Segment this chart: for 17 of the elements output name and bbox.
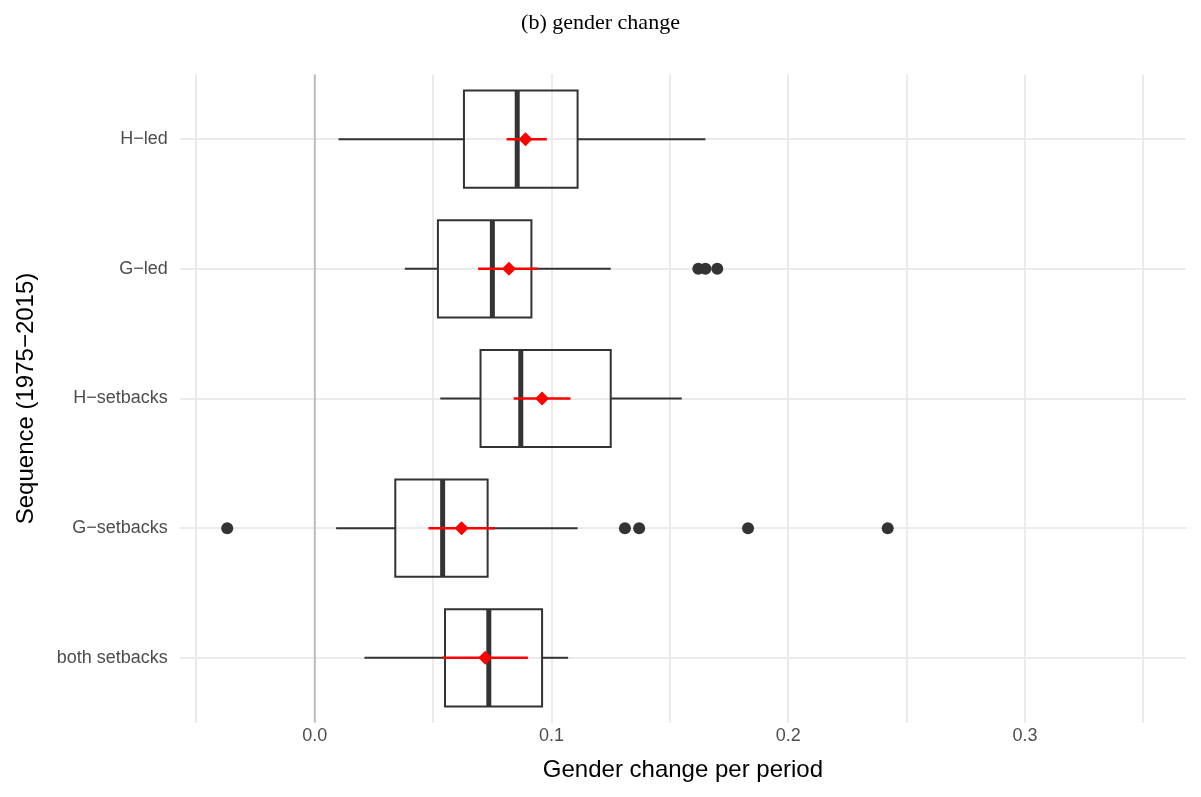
point xyxy=(454,521,469,536)
y-tick-label: H−setbacks xyxy=(73,387,168,408)
x-axis-title: Gender change per period xyxy=(542,755,824,783)
point xyxy=(501,261,516,276)
point xyxy=(535,391,550,406)
x-tick-label: 0.0 xyxy=(302,725,328,746)
y-axis-title: Sequence (1975−2015) xyxy=(11,272,39,525)
point xyxy=(518,132,533,147)
chart-title: (b) gender change xyxy=(521,8,680,34)
y-tick-label: H−led xyxy=(120,128,168,149)
x-tick-label: 0.1 xyxy=(539,725,565,746)
y-tick-label: G−setbacks xyxy=(72,517,168,538)
point xyxy=(478,650,493,665)
x-tick-label: 0.2 xyxy=(775,725,801,746)
y-tick-label: both setbacks xyxy=(56,646,168,667)
y-tick-label: G−led xyxy=(119,257,168,278)
x-tick-label: 0.3 xyxy=(1012,725,1038,746)
